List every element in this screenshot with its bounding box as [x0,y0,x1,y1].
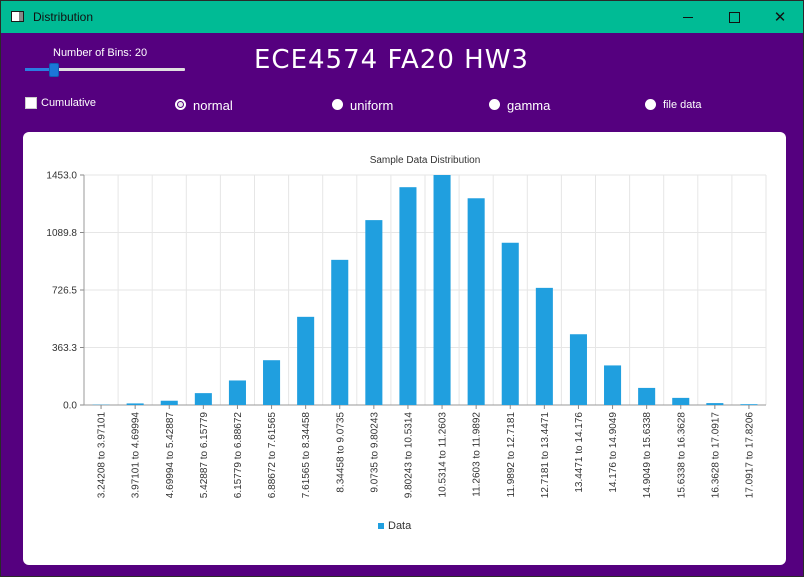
histogram-bar[interactable] [604,365,622,405]
x-category-label: 14.9049 to 15.6338 [642,412,653,499]
app-window-icon [11,11,24,22]
histogram-bar[interactable] [160,400,178,405]
maximize-button[interactable] [711,1,757,33]
y-tick-label: 726.5 [52,286,77,297]
radio-normal-label: normal [193,98,233,113]
x-category-label: 12.7181 to 13.4471 [540,412,551,499]
histogram-bar[interactable] [194,393,212,405]
minimize-button[interactable] [665,1,711,33]
histogram-chart: Sample Data Distribution 0.0 363.3 726.5 108… [46,155,767,499]
x-category-label: 8.34458 to 9.0735 [335,412,346,493]
histogram-bar[interactable] [672,397,690,405]
x-category-label: 4.69994 to 5.42887 [165,412,176,499]
histogram-bar[interactable] [228,380,246,405]
minimize-icon [683,16,693,18]
chart-panel: Sample Data Distribution 0.0 363.3 726.5 108… [23,132,786,565]
x-category-label: 6.15779 to 6.88672 [233,412,244,499]
histogram-bar[interactable] [433,175,451,405]
y-tick-label: 1089.8 [46,228,77,239]
y-tick-label: 363.3 [52,343,77,354]
x-category-label: 7.61565 to 8.34458 [301,412,312,499]
radio-normal[interactable] [175,99,186,110]
cumulative-checkbox[interactable] [25,97,37,109]
histogram-bar[interactable] [263,360,281,405]
bins-slider-handle[interactable] [48,63,59,77]
histogram-bar[interactable] [740,404,758,405]
histogram-bar[interactable] [569,334,587,405]
histogram-bar[interactable] [467,198,485,405]
close-icon: ✕ [773,9,787,26]
close-button[interactable]: ✕ [757,1,803,33]
radio-uniform-label: uniform [350,98,394,113]
maximize-icon [728,11,740,23]
legend-label-data: Data [388,520,412,532]
chart-title: Sample Data Distribution [370,155,481,166]
x-category-label: 11.2603 to 11.9892 [472,412,483,497]
histogram-bar[interactable] [706,403,724,405]
x-category-label: 3.24208 to 3.97101 [97,412,108,499]
cumulative-label: Cumulative [41,97,97,109]
histogram-bar[interactable] [126,403,144,405]
x-category-label: 17.0917 to 17.8206 [744,412,755,499]
x-category-label: 15.6338 to 16.3628 [676,412,687,499]
x-category-label: 14.176 to 14.9049 [608,412,619,493]
y-tick-label: 0.0 [63,401,77,412]
bins-slider-label: Number of Bins: 20 [53,47,148,59]
x-category-label: 9.80243 to 10.5314 [403,412,414,499]
bins-slider-fill [25,68,54,71]
radio-uniform[interactable] [332,99,343,110]
histogram-bar[interactable] [638,387,656,405]
title-bar[interactable]: Distribution ✕ [1,1,803,33]
x-category-label: 16.3628 to 17.0917 [710,412,721,499]
histogram-bar[interactable] [297,316,315,405]
window-title: Distribution [33,10,94,24]
bins-slider-track[interactable] [25,68,185,71]
radio-gamma[interactable] [489,99,500,110]
x-category-label: 10.5314 to 11.2603 [438,412,449,498]
histogram-bar[interactable] [331,259,349,405]
histogram-bar[interactable] [399,187,417,405]
histogram-bar[interactable] [535,287,553,405]
histogram-bar[interactable] [365,220,383,405]
app-heading: ECE4574 FA20 HW3 [254,45,529,75]
legend-swatch-data [378,523,384,529]
radio-file-data-label: file data [663,99,702,111]
x-category-label: 3.97101 to 4.69994 [131,412,142,499]
radio-gamma-label: gamma [507,98,551,113]
radio-file-data[interactable] [645,99,656,110]
y-tick-label: 1453.0 [46,171,77,182]
x-category-label: 11.9892 to 12.7181 [506,412,517,498]
x-category-label: 9.0735 to 9.80243 [369,412,380,493]
x-category-label: 6.88672 to 7.61565 [267,412,278,499]
x-category-label: 13.4471 to 14.176 [574,412,585,493]
histogram-bar[interactable] [501,242,519,405]
chart-legend[interactable]: Data [378,520,411,532]
x-category-label: 5.42887 to 6.15779 [199,412,210,499]
